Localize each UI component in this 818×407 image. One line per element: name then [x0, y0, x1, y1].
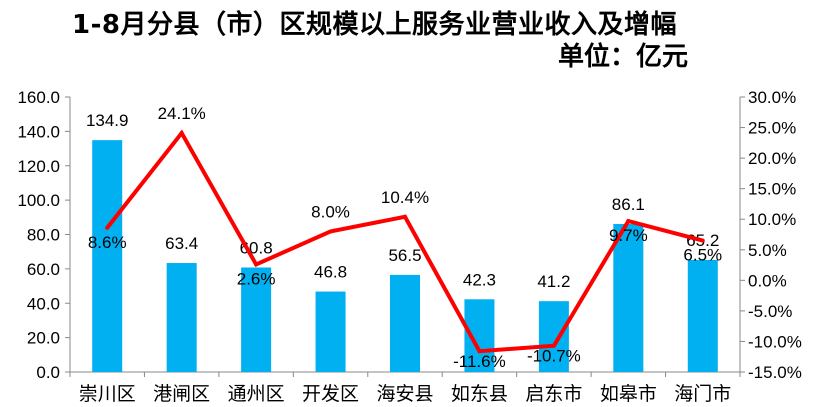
line-data-label: -11.6%: [453, 352, 506, 371]
growth-point: [477, 349, 482, 354]
y-left-tick-label: 80.0: [27, 226, 60, 245]
growth-point: [179, 131, 184, 136]
y-left-tick-label: 20.0: [27, 329, 60, 348]
y-left-tick-label: 100.0: [17, 191, 60, 210]
x-tick-label: 海安县: [376, 383, 433, 405]
bar-data-label: 42.3: [463, 270, 496, 289]
bar: [92, 140, 123, 372]
line-data-label: 8.6%: [88, 233, 127, 252]
line-data-label: 8.0%: [311, 202, 350, 221]
y-right-tick-label: 25.0%: [748, 119, 796, 138]
y-right-tick-label: 30.0%: [748, 88, 796, 107]
x-tick-label: 通州区: [228, 383, 285, 405]
growth-point: [551, 343, 556, 348]
line-data-label: 6.5%: [683, 246, 722, 265]
bar: [390, 274, 420, 372]
y-right-tick-label: 10.0%: [748, 210, 796, 229]
y-left-tick-label: 160.0: [17, 88, 60, 107]
bar-data-label: 86.1: [612, 195, 645, 214]
growth-point: [700, 238, 705, 243]
line-data-label: 9.7%: [609, 226, 648, 245]
x-tick-label: 崇川区: [79, 383, 136, 405]
bar: [315, 291, 346, 372]
bar-data-label: 41.2: [537, 272, 570, 291]
bar-data-label: 56.5: [388, 246, 421, 265]
bar: [687, 259, 718, 372]
line-data-label: -10.7%: [527, 347, 581, 366]
line-data-label: 2.6%: [237, 269, 276, 288]
x-tick-label: 如皋市: [600, 383, 657, 405]
y-right-tick-label: -5.0%: [748, 302, 792, 321]
chart-title: 1-8月分县（市）区规模以上服务业营业收入及增幅: [72, 10, 677, 40]
bar: [241, 267, 272, 372]
y-right-tick-label: -10.0%: [748, 332, 802, 351]
growth-point: [254, 262, 259, 267]
y-right-tick-label: -15.0%: [748, 363, 802, 382]
y-right-tick-label: 0.0%: [748, 271, 787, 290]
bar-data-label: 63.4: [165, 234, 198, 253]
y-left-tick-label: 120.0: [17, 157, 60, 176]
growth-point: [403, 214, 407, 219]
growth-point: [105, 225, 110, 230]
y-left-tick-label: 40.0: [27, 294, 60, 313]
line-data-label: 10.4%: [381, 188, 429, 207]
chart-subtitle: 单位：亿元: [558, 42, 689, 72]
x-tick-label: 如东县: [451, 383, 508, 405]
x-tick-label: 港闸区: [153, 383, 210, 405]
y-left-tick-label: 60.0: [27, 260, 60, 279]
bar-data-label: 46.8: [314, 263, 347, 282]
x-tick-label: 启东市: [525, 383, 582, 405]
y-right-tick-label: 20.0%: [748, 149, 796, 168]
bar: [538, 301, 569, 372]
bar: [166, 263, 197, 372]
y-left-tick-label: 0.0: [36, 363, 60, 382]
x-tick-label: 海门市: [674, 383, 731, 405]
y-right-tick-label: 15.0%: [748, 180, 796, 199]
bar: [613, 224, 644, 372]
y-right-tick-label: 5.0%: [748, 241, 787, 260]
y-left-tick-label: 140.0: [17, 122, 60, 141]
x-tick-label: 开发区: [302, 383, 359, 405]
line-data-label: 24.1%: [158, 104, 206, 123]
growth-point: [328, 229, 333, 234]
bar-data-label: 134.9: [86, 111, 129, 130]
growth-point: [626, 219, 631, 224]
